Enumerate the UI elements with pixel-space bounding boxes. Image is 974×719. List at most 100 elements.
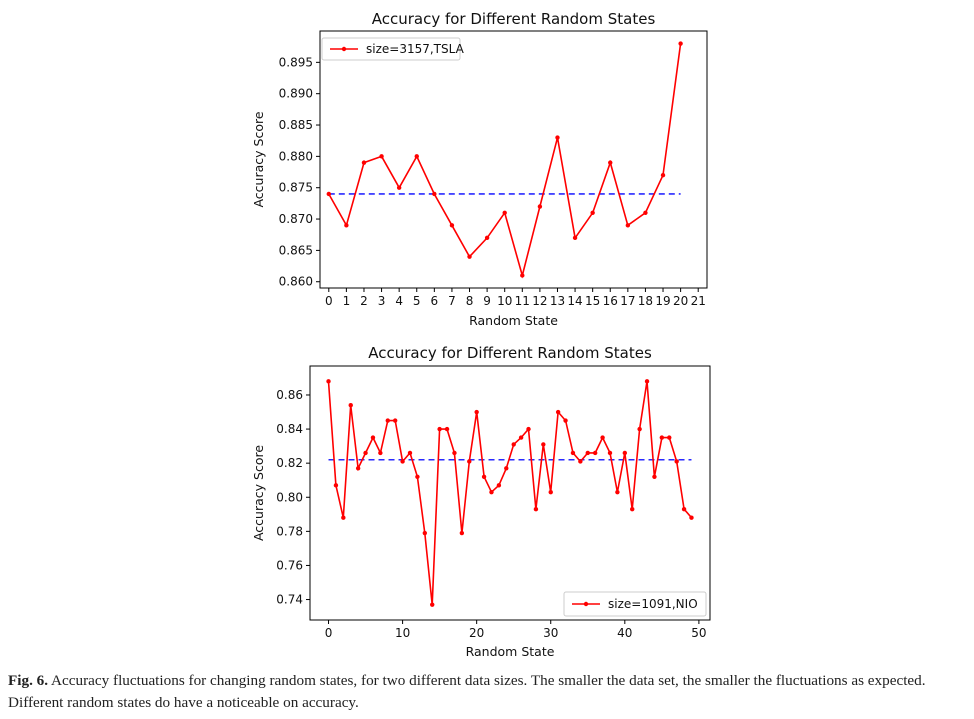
chart1-legend-marker xyxy=(341,46,347,52)
chart2-ytick-label: 0.82 xyxy=(276,456,303,470)
chart2-data-point xyxy=(415,474,420,480)
chart1-xtick-label: 2 xyxy=(360,294,368,308)
chart1-data-point xyxy=(608,160,613,165)
chart1-xtick-label: 19 xyxy=(655,294,670,308)
chart2-data-point xyxy=(607,450,613,456)
chart1-ytick-label: 0.895 xyxy=(279,55,313,69)
chart2-data-point xyxy=(533,506,539,512)
chart2-data-point xyxy=(422,530,428,536)
chart2-data-point xyxy=(496,483,502,488)
chart2-data-point xyxy=(630,506,635,512)
chart1-xtick-label: 6 xyxy=(431,294,439,308)
chart2-data-point xyxy=(467,459,472,464)
chart2-legend-box xyxy=(563,591,707,617)
chart1-xtick-label: 18 xyxy=(638,294,653,308)
chart1-xtick-label: 13 xyxy=(550,294,565,308)
chart1-title: Accuracy for Different Random States xyxy=(372,10,656,28)
chart2-ytick-label: 0.74 xyxy=(276,593,303,607)
chart2-legend-marker xyxy=(583,601,589,607)
chart2-data-point xyxy=(489,489,494,495)
chart1-data-point xyxy=(520,273,525,278)
chart1-xtick-label: 0 xyxy=(325,294,333,308)
chart2-data-point xyxy=(341,515,346,520)
chart2-data-point xyxy=(600,435,605,440)
chart2-data-point xyxy=(518,435,524,440)
chart2-xtick-label: 40 xyxy=(617,626,632,640)
chart2-series-line xyxy=(327,381,693,605)
chart2-data-point xyxy=(370,435,376,440)
chart2-data-point xyxy=(511,442,516,447)
chart1-xtick-label: 5 xyxy=(413,294,421,308)
chart1-data-point xyxy=(414,154,419,159)
chart2-data-point xyxy=(452,450,457,456)
chart2-data-point xyxy=(407,450,413,456)
chart2-data-point xyxy=(430,602,435,607)
chart1-data-point xyxy=(590,210,595,215)
figure-caption: Fig. 6. Accuracy fluctuations for changi… xyxy=(8,670,966,714)
chart1-xtick-label: 8 xyxy=(466,294,474,308)
chart1-x-axis-label: Random State xyxy=(469,313,558,328)
chart2-title: Accuracy for Different Random States xyxy=(368,344,652,362)
chart1-data-point xyxy=(660,172,666,178)
chart2-xtick-label: 50 xyxy=(691,626,706,640)
chart1-xtick-label: 15 xyxy=(585,294,600,308)
chart2-data-point xyxy=(355,466,361,471)
chart1-data-point xyxy=(484,235,490,241)
chart2-data-point xyxy=(333,483,339,488)
chart1-legend-box xyxy=(321,37,461,61)
chart1-y-axis-label: Accuracy Score xyxy=(251,111,266,207)
chart1-legend-label: size=3157,TSLA xyxy=(366,42,465,56)
chart2-data-point xyxy=(541,442,546,447)
chart2-data-point xyxy=(555,409,561,415)
chart2-data-point xyxy=(385,418,390,423)
chart2-xtick-label: 10 xyxy=(395,626,410,640)
chart2-xtick-label: 30 xyxy=(543,626,558,640)
chart1-ytick-label: 0.875 xyxy=(279,181,313,195)
chart2-data-point xyxy=(481,474,487,480)
chart2-data-point xyxy=(444,426,450,432)
chart1-data-point xyxy=(361,160,367,165)
chart2-ytick-label: 0.80 xyxy=(276,490,303,504)
chart2-data-point xyxy=(474,409,479,415)
chart1-xtick-label: 10 xyxy=(497,294,512,308)
chart1-data-point xyxy=(572,235,578,241)
chart1-xtick-label: 3 xyxy=(378,294,386,308)
chart1-data-point xyxy=(502,210,507,215)
chart1-data-point xyxy=(678,41,683,46)
chart2-data-point xyxy=(622,450,628,456)
chart2-data-point xyxy=(667,435,672,440)
chart1-ytick-label: 0.885 xyxy=(279,118,313,132)
chart2-data-point xyxy=(326,379,331,384)
chart2-ytick-label: 0.84 xyxy=(276,422,303,436)
caption-text: Accuracy fluctuations for changing rando… xyxy=(8,672,926,711)
chart1-ytick-label: 0.890 xyxy=(279,87,313,101)
chart1-xtick-label: 20 xyxy=(673,294,688,308)
chart1-data-point xyxy=(396,185,402,190)
chart2-data-point xyxy=(363,450,368,456)
chart2-data-point xyxy=(644,379,650,384)
chart2-data-point xyxy=(526,426,531,432)
chart2-legend-label: size=1091,NIO xyxy=(608,597,698,611)
chart1-plot-frame xyxy=(319,30,708,289)
chart2-data-point xyxy=(570,450,576,456)
chart1-ytick-label: 0.865 xyxy=(279,243,313,257)
chart2-data-point xyxy=(437,426,442,432)
chart1-data-point xyxy=(625,223,631,228)
chart2-xtick-label: 0 xyxy=(325,626,333,640)
chart2-data-point xyxy=(378,450,383,456)
chart1-data-point xyxy=(467,254,472,259)
chart1-xtick-label: 12 xyxy=(532,294,547,308)
chart2-data-point xyxy=(459,530,465,536)
chart1-data-point xyxy=(344,223,349,228)
caption-label: Fig. 6. xyxy=(8,672,49,689)
chart2-data-point xyxy=(652,474,657,480)
chart2-data-point xyxy=(592,450,598,456)
chart1-data-point xyxy=(326,191,331,197)
chart2-data-point xyxy=(563,418,568,423)
chart2-data-point xyxy=(615,489,620,495)
chart1-xtick-label: 17 xyxy=(620,294,635,308)
chart1-data-point xyxy=(379,154,384,159)
chart1-data-point xyxy=(555,135,560,140)
chart1-data-point xyxy=(432,191,437,197)
chart1-ytick-label: 0.870 xyxy=(279,212,313,226)
